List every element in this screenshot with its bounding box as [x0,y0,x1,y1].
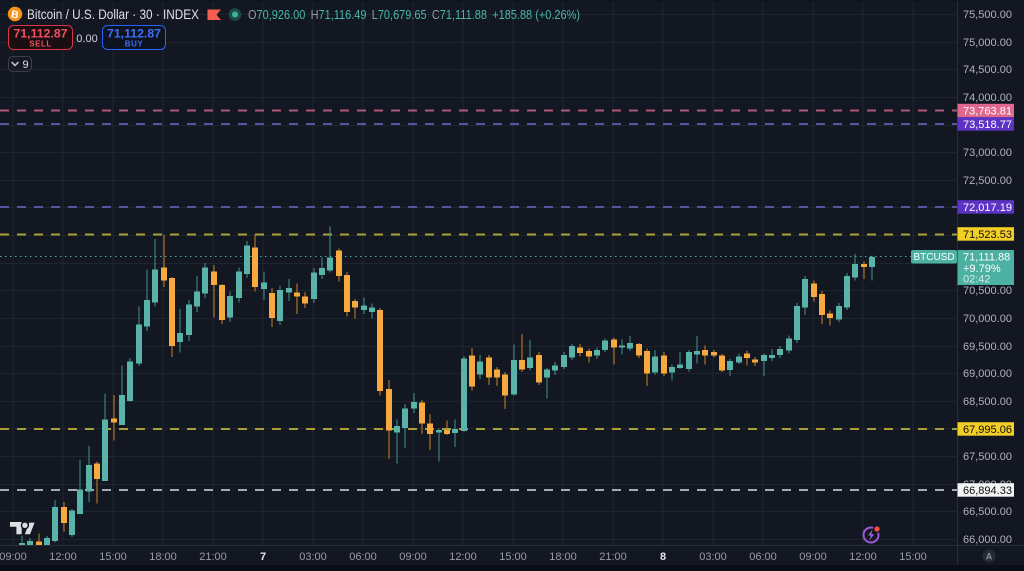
svg-text:72,017.19: 72,017.19 [963,202,1012,214]
svg-text:7: 7 [260,551,266,563]
svg-text:69,000.00: 69,000.00 [963,368,1012,380]
svg-text:12:00: 12:00 [849,551,877,563]
svg-text:67,995.06: 67,995.06 [963,424,1012,436]
svg-text:73,763.81: 73,763.81 [963,106,1012,118]
svg-text:BUY: BUY [125,40,144,49]
svg-text:O70,926.00H71,116.49L70,679.65: O70,926.00H71,116.49L70,679.65C71,111.88… [248,8,580,22]
svg-text:70,000.00: 70,000.00 [963,313,1012,325]
svg-text:75,000.00: 75,000.00 [963,37,1012,49]
svg-text:03:00: 03:00 [299,551,327,563]
svg-text:9: 9 [23,59,29,71]
svg-text:Bitcoin / U.S. Dollar · 30 · I: Bitcoin / U.S. Dollar · 30 · INDEX [27,7,199,22]
svg-text:+9.79%: +9.79% [963,263,1001,275]
svg-text:74,000.00: 74,000.00 [963,92,1012,104]
svg-text:B: B [10,8,20,21]
svg-text:71,112.87: 71,112.87 [13,27,67,41]
svg-text:A: A [986,552,993,562]
svg-text:21:00: 21:00 [599,551,627,563]
svg-text:18:00: 18:00 [549,551,577,563]
svg-text:75,500.00: 75,500.00 [963,9,1012,21]
svg-text:66,000.00: 66,000.00 [963,534,1012,546]
svg-text:74,500.00: 74,500.00 [963,64,1012,76]
svg-text:21:00: 21:00 [199,551,227,563]
svg-text:18:00: 18:00 [149,551,177,563]
svg-text:73,000.00: 73,000.00 [963,147,1012,159]
svg-text:02:42: 02:42 [963,274,991,286]
svg-text:15:00: 15:00 [99,551,127,563]
svg-text:09:00: 09:00 [399,551,427,563]
svg-text:BTCUSD: BTCUSD [913,252,954,263]
svg-text:72,500.00: 72,500.00 [963,175,1012,187]
svg-text:SELL: SELL [29,40,51,49]
svg-text:15:00: 15:00 [899,551,927,563]
svg-text:09:00: 09:00 [799,551,827,563]
svg-text:67,500.00: 67,500.00 [963,451,1012,463]
svg-text:73,518.77: 73,518.77 [963,119,1012,131]
svg-text:06:00: 06:00 [349,551,377,563]
svg-text:0.00: 0.00 [76,33,97,45]
svg-text:68,500.00: 68,500.00 [963,396,1012,408]
svg-text:66,894.33: 66,894.33 [963,485,1012,497]
svg-text:06:00: 06:00 [749,551,777,563]
svg-text:71,111.88: 71,111.88 [963,252,1010,264]
svg-text:70,500.00: 70,500.00 [963,285,1012,297]
svg-text:8: 8 [660,551,666,563]
svg-text:66,500.00: 66,500.00 [963,506,1012,518]
svg-text:09:00: 09:00 [0,551,27,563]
svg-text:12:00: 12:00 [449,551,477,563]
svg-text:12:00: 12:00 [49,551,77,563]
svg-text:69,500.00: 69,500.00 [963,341,1012,353]
svg-text:71,523.53: 71,523.53 [963,229,1012,241]
svg-text:03:00: 03:00 [699,551,727,563]
svg-text:15:00: 15:00 [499,551,527,563]
svg-text:71,112.87: 71,112.87 [107,27,161,41]
